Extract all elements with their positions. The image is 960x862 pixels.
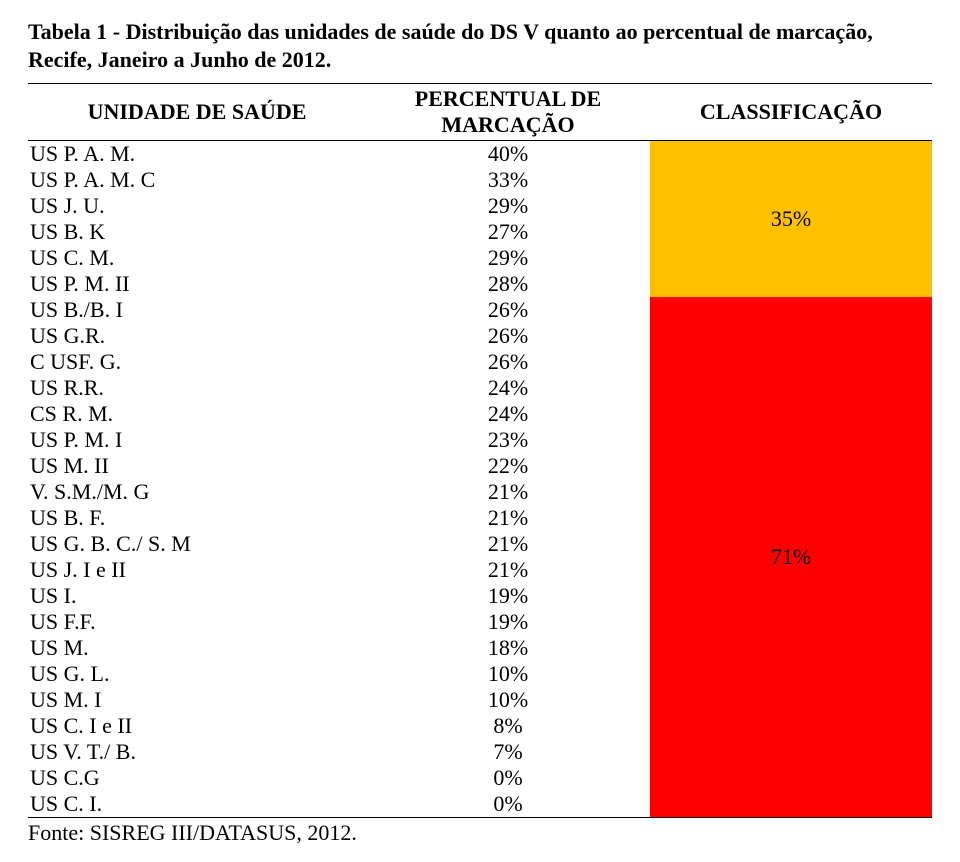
cell-percent: 7% <box>366 739 650 765</box>
table-header-row: UNIDADE DE SAÚDE PERCENTUAL DE MARCAÇÃO … <box>28 84 932 141</box>
cell-percent: 0% <box>366 765 650 791</box>
cell-percent: 29% <box>366 193 650 219</box>
cell-unit: US P. A. M. C <box>28 167 366 193</box>
cell-unit: US C. I. <box>28 791 366 818</box>
cell-percent: 33% <box>366 167 650 193</box>
cell-percent: 28% <box>366 271 650 297</box>
cell-percent: 23% <box>366 427 650 453</box>
cell-unit: US J. I e II <box>28 557 366 583</box>
cell-percent: 24% <box>366 401 650 427</box>
cell-percent: 40% <box>366 141 650 168</box>
cell-unit: US R.R. <box>28 375 366 401</box>
cell-unit: US G.R. <box>28 323 366 349</box>
cell-unit: US G. L. <box>28 661 366 687</box>
cell-percent: 10% <box>366 661 650 687</box>
header-pct-line1: PERCENTUAL DE <box>415 86 601 111</box>
cell-unit: US C.G <box>28 765 366 791</box>
cell-percent: 0% <box>366 791 650 818</box>
table-row: US B./B. I26%71% <box>28 297 932 323</box>
cell-classification: 35% <box>650 141 932 298</box>
cell-unit: US I. <box>28 583 366 609</box>
cell-unit: US C. M. <box>28 245 366 271</box>
cell-unit: US P. A. M. <box>28 141 366 168</box>
cell-percent: 21% <box>366 557 650 583</box>
header-pct-line2: MARCAÇÃO <box>441 112 574 137</box>
cell-percent: 18% <box>366 635 650 661</box>
cell-percent: 19% <box>366 583 650 609</box>
cell-unit: US G. B. C./ S. M <box>28 531 366 557</box>
cell-unit: US M. I <box>28 687 366 713</box>
header-cls: CLASSIFICAÇÃO <box>650 84 932 141</box>
header-unit: UNIDADE DE SAÚDE <box>28 84 366 141</box>
cell-percent: 21% <box>366 531 650 557</box>
cell-unit: US F.F. <box>28 609 366 635</box>
caption-line-2: Recife, Janeiro a Junho de 2012. <box>28 47 331 72</box>
cell-percent: 27% <box>366 219 650 245</box>
cell-percent: 24% <box>366 375 650 401</box>
cell-unit: US P. M. I <box>28 427 366 453</box>
cell-percent: 22% <box>366 453 650 479</box>
cell-unit: US C. I e II <box>28 713 366 739</box>
cell-unit: US M. <box>28 635 366 661</box>
cell-percent: 21% <box>366 505 650 531</box>
cell-unit: US M. II <box>28 453 366 479</box>
caption-line-1: Tabela 1 - Distribuição das unidades de … <box>28 19 873 44</box>
cell-percent: 26% <box>366 349 650 375</box>
cell-unit: US B. K <box>28 219 366 245</box>
table-caption: Tabela 1 - Distribuição das unidades de … <box>28 18 932 73</box>
health-units-table: UNIDADE DE SAÚDE PERCENTUAL DE MARCAÇÃO … <box>28 83 932 818</box>
source-line: Fonte: SISREG III/DATASUS, 2012. <box>28 820 932 846</box>
cell-percent: 10% <box>366 687 650 713</box>
document-page: Tabela 1 - Distribuição das unidades de … <box>0 0 960 846</box>
cell-unit: US V. T./ B. <box>28 739 366 765</box>
cell-percent: 29% <box>366 245 650 271</box>
cell-unit: C USF. G. <box>28 349 366 375</box>
cell-unit: US J. U. <box>28 193 366 219</box>
header-pct: PERCENTUAL DE MARCAÇÃO <box>366 84 650 141</box>
table-row: US P. A. M.40%35% <box>28 141 932 168</box>
cell-percent: 8% <box>366 713 650 739</box>
cell-percent: 21% <box>366 479 650 505</box>
cell-unit: V. S.M./M. G <box>28 479 366 505</box>
cell-percent: 19% <box>366 609 650 635</box>
cell-percent: 26% <box>366 297 650 323</box>
cell-unit: US B./B. I <box>28 297 366 323</box>
cell-percent: 26% <box>366 323 650 349</box>
cell-unit: CS R. M. <box>28 401 366 427</box>
cell-unit: US B. F. <box>28 505 366 531</box>
cell-unit: US P. M. II <box>28 271 366 297</box>
table-body: US P. A. M.40%35%US P. A. M. C33%US J. U… <box>28 141 932 818</box>
cell-classification: 71% <box>650 297 932 818</box>
